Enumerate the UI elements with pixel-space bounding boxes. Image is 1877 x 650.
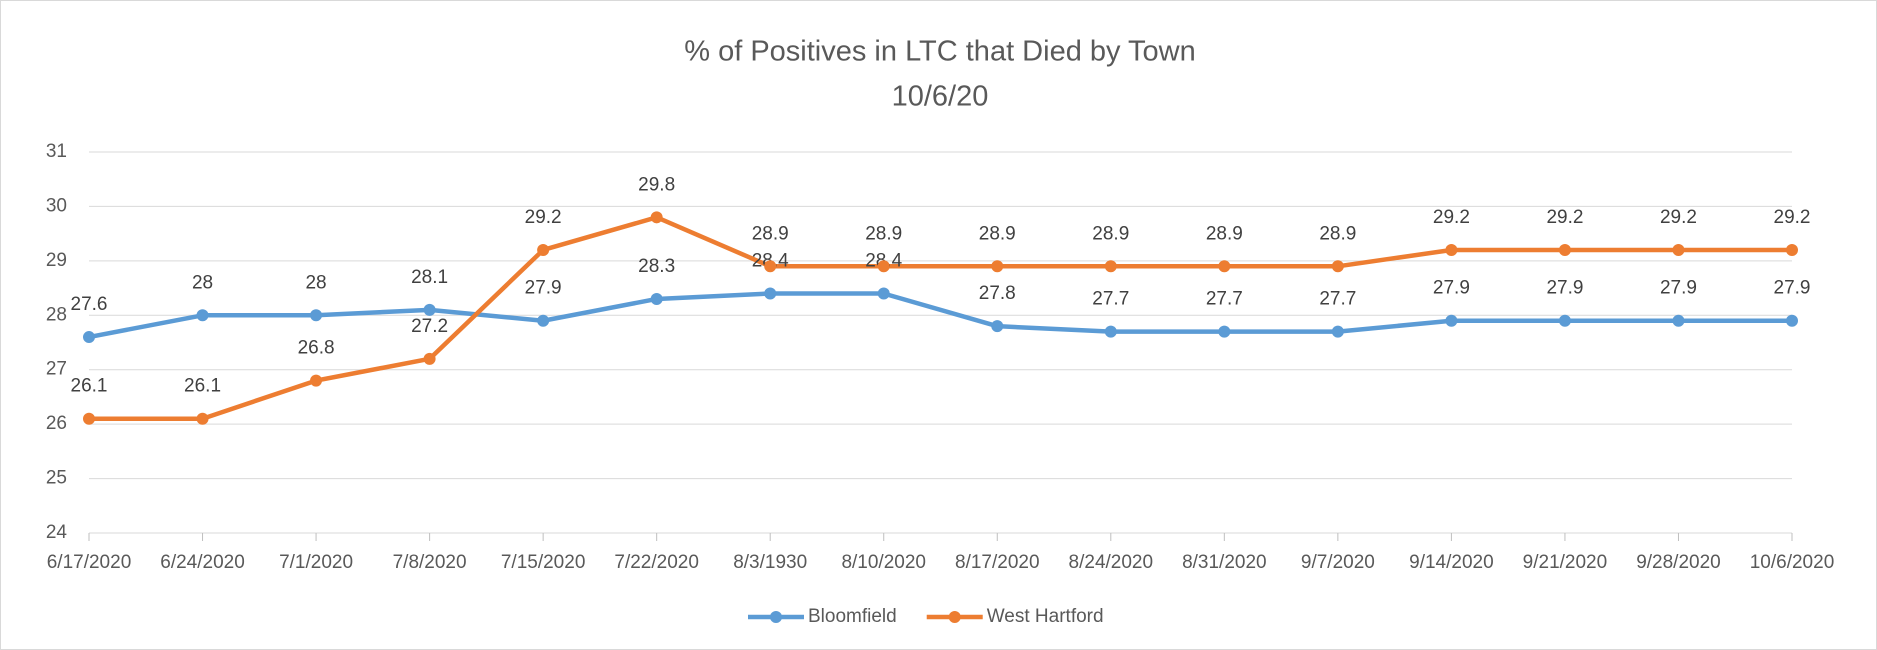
- data-label: 28.9: [752, 223, 789, 244]
- data-label: 28.9: [979, 223, 1016, 244]
- x-tick-label: 10/6/2020: [1750, 552, 1835, 573]
- x-tick-label: 8/3/1930: [733, 552, 807, 573]
- data-point: [1445, 314, 1458, 327]
- data-label: 29.2: [1660, 207, 1697, 228]
- data-point: [650, 211, 663, 224]
- series-line: [88, 291, 1792, 340]
- data-label: 27.2: [411, 316, 448, 337]
- data-point: [1558, 243, 1571, 256]
- data-point: [877, 287, 890, 300]
- data-label: 27.9: [525, 278, 562, 299]
- x-tick-label: 6/24/2020: [160, 552, 245, 573]
- data-point: [877, 260, 890, 273]
- x-tick-label: 8/31/2020: [1182, 552, 1267, 573]
- data-label: 27.9: [1774, 278, 1811, 299]
- data-point: [537, 243, 550, 256]
- data-label: 27.9: [1660, 278, 1697, 299]
- data-label: 28.3: [638, 256, 675, 277]
- data-point: [310, 374, 323, 387]
- data-label: 28.1: [411, 267, 448, 288]
- data-label: 28: [305, 272, 326, 293]
- x-tick-label: 9/14/2020: [1409, 552, 1494, 573]
- data-label: 27.9: [1433, 278, 1470, 299]
- y-tick-label: 26: [46, 413, 67, 434]
- data-label: 28.9: [1319, 223, 1356, 244]
- x-tick-label: 7/22/2020: [614, 552, 699, 573]
- data-label: 26.1: [71, 376, 108, 397]
- data-point: [1218, 260, 1231, 273]
- data-point: [1445, 243, 1458, 256]
- legend-marker: [948, 611, 961, 623]
- data-point: [1331, 260, 1344, 273]
- data-point: [1672, 314, 1685, 327]
- data-point: [1218, 325, 1231, 338]
- data-point: [1104, 325, 1117, 338]
- data-label: 26.1: [184, 376, 221, 397]
- data-point: [423, 352, 436, 365]
- data-point: [1331, 325, 1344, 338]
- data-point: [83, 331, 95, 344]
- data-label: 27.8: [979, 283, 1016, 304]
- x-tick-label: 8/24/2020: [1069, 552, 1154, 573]
- data-label: 27.6: [71, 294, 108, 315]
- data-point: [650, 292, 663, 305]
- data-point: [991, 260, 1004, 273]
- x-tick-label: 6/17/2020: [47, 552, 132, 573]
- data-label: 28.9: [1206, 223, 1243, 244]
- data-label: 28.9: [1092, 223, 1129, 244]
- data-label: 29.2: [525, 207, 562, 228]
- data-label: 29.2: [1774, 207, 1811, 228]
- y-tick-label: 29: [46, 250, 67, 271]
- x-tick-label: 8/17/2020: [955, 552, 1040, 573]
- data-label: 28: [192, 272, 213, 293]
- data-point: [1672, 243, 1685, 256]
- data-point: [764, 287, 777, 300]
- y-tick-label: 24: [46, 522, 68, 543]
- data-point: [196, 309, 209, 322]
- y-tick-label: 31: [46, 141, 67, 162]
- data-label: 29.8: [638, 174, 675, 195]
- y-tick-label: 28: [46, 304, 67, 325]
- data-point: [83, 412, 95, 425]
- data-point: [1104, 260, 1117, 273]
- data-point: [1786, 243, 1798, 256]
- x-tick-label: 7/1/2020: [279, 552, 353, 573]
- data-label: 26.8: [298, 338, 335, 359]
- data-point: [310, 309, 323, 322]
- chart-title: % of Positives in LTC that Died by Town: [684, 36, 1196, 68]
- x-tick-label: 9/21/2020: [1523, 552, 1608, 573]
- legend-label: West Hartford: [987, 606, 1104, 627]
- data-point: [1558, 314, 1571, 327]
- y-tick-label: 25: [46, 468, 67, 489]
- chart-subtitle: 10/6/20: [892, 81, 989, 113]
- data-point: [423, 303, 436, 316]
- x-tick-label: 9/28/2020: [1636, 552, 1721, 573]
- data-label: 29.2: [1546, 207, 1583, 228]
- data-point: [1786, 314, 1798, 327]
- y-tick-label: 27: [46, 359, 67, 380]
- data-label: 27.7: [1319, 289, 1356, 310]
- data-point: [537, 314, 550, 327]
- x-tick-label: 8/10/2020: [841, 552, 926, 573]
- y-tick-label: 30: [46, 195, 67, 216]
- data-label: 29.2: [1433, 207, 1470, 228]
- data-point: [764, 260, 777, 273]
- x-tick-label: 9/7/2020: [1301, 552, 1375, 573]
- x-tick-label: 7/8/2020: [393, 552, 467, 573]
- data-point: [196, 412, 209, 425]
- data-label: 27.9: [1546, 278, 1583, 299]
- legend-label: Bloomfield: [808, 606, 897, 627]
- data-point: [991, 320, 1004, 333]
- data-label: 27.7: [1092, 289, 1129, 310]
- data-label: 27.7: [1206, 289, 1243, 310]
- x-tick-label: 7/15/2020: [501, 552, 586, 573]
- data-label: 28.9: [865, 223, 902, 244]
- legend-marker: [770, 611, 782, 623]
- series-line: [89, 215, 1792, 421]
